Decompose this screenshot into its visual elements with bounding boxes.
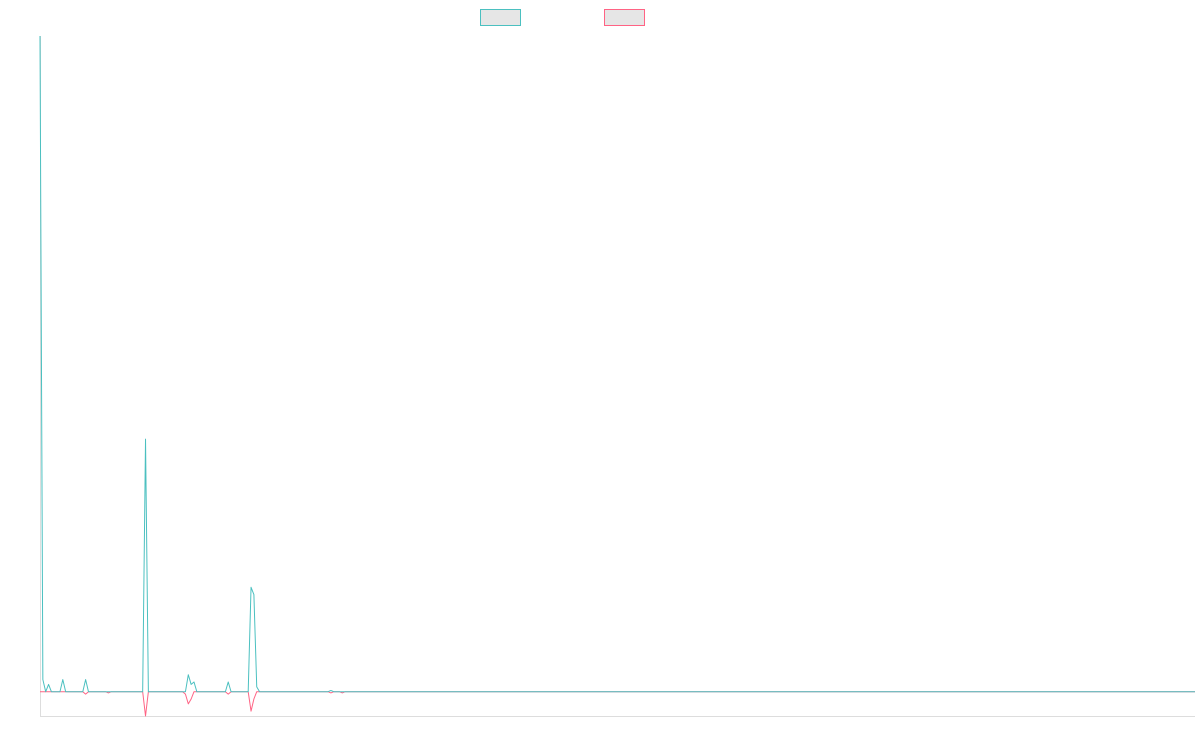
- legend-item-1[interactable]: [604, 9, 645, 26]
- legend-item-0[interactable]: [480, 9, 521, 26]
- axis-line: [40, 36, 1195, 717]
- legend-swatch-1[interactable]: [604, 9, 645, 26]
- legend-swatch-0[interactable]: [480, 9, 521, 26]
- series-line-0: [39, 35, 1195, 693]
- series-line-1: [40, 691, 1195, 717]
- series-layer: [39, 35, 1195, 717]
- chart-axes: [40, 36, 1195, 717]
- legend: [480, 9, 645, 26]
